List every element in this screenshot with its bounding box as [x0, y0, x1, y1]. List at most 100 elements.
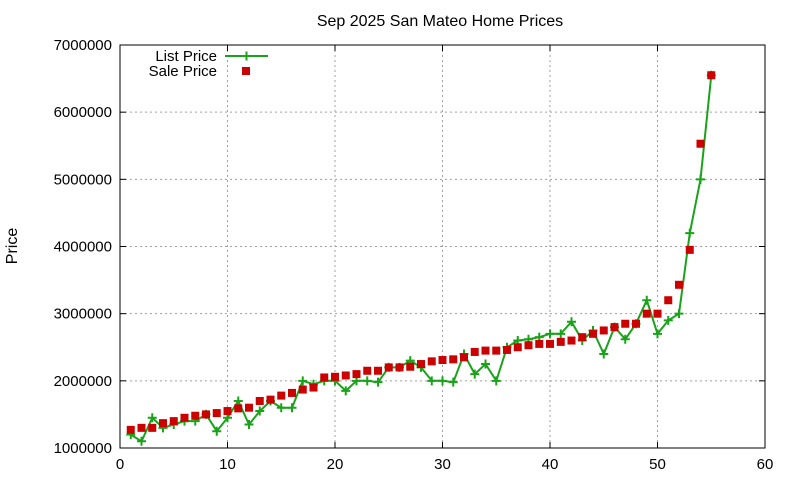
sale-price-point: [406, 362, 415, 371]
sale-price-point: [341, 371, 350, 380]
y-tick-label: 4000000: [54, 239, 112, 256]
list-price-point: [556, 329, 566, 339]
sale-price-point: [288, 388, 296, 397]
sale-price-point: [384, 363, 393, 372]
sale-price-point: [556, 337, 565, 346]
sale-price-point: [352, 370, 361, 379]
y-tick-label: 7000000: [54, 37, 112, 54]
list-price-point: [545, 329, 555, 339]
sale-price-point: [460, 353, 468, 362]
list-price-point: [567, 317, 576, 327]
x-tick-label: 40: [542, 456, 559, 473]
list-price-point: [642, 295, 652, 305]
y-tick-label: 3000000: [54, 306, 112, 323]
sale-price-point: [632, 319, 640, 328]
sale-price-point: [546, 339, 554, 348]
y-tick-label: 6000000: [54, 104, 112, 121]
sale-price-point: [589, 329, 597, 338]
list-price-point: [233, 396, 243, 406]
sale-price-point: [374, 366, 382, 375]
series-sale-price: [126, 71, 716, 434]
sale-price-point: [148, 423, 157, 432]
list-price-point: [276, 403, 286, 413]
sale-price-point: [503, 345, 511, 354]
sale-price-point: [320, 373, 329, 382]
sale-price-point: [685, 245, 694, 254]
legend-label-list-price: List Price: [155, 48, 217, 65]
x-tick-label: 0: [116, 456, 124, 473]
sale-price-point: [653, 309, 662, 318]
sale-price-point: [363, 366, 372, 375]
legend-marker-sale-price: [242, 67, 250, 75]
sale-price-point: [567, 336, 576, 345]
sale-price-point: [513, 343, 522, 352]
sale-price-point: [524, 341, 533, 350]
y-axis: 1000000 2000000 3000000 4000000 5000000 60000…: [54, 37, 765, 457]
sale-price-point: [470, 347, 479, 356]
sale-price-point: [642, 309, 651, 318]
sale-price-point: [159, 419, 167, 428]
sale-price-point: [223, 407, 232, 416]
sale-price-point: [417, 360, 425, 369]
x-tick-label: 60: [757, 456, 774, 473]
sale-price-point: [707, 71, 716, 80]
y-tick-label: 5000000: [54, 171, 112, 188]
sale-price-point: [599, 326, 608, 335]
list-price-point: [362, 376, 372, 386]
list-price-point: [147, 413, 157, 423]
legend-marker-list-price: [242, 51, 251, 61]
list-price-point: [599, 349, 609, 359]
list-price-point: [438, 376, 447, 386]
list-price-point: [298, 376, 308, 386]
list-price-point: [620, 334, 630, 344]
sale-price-point: [180, 413, 189, 422]
list-price-point: [674, 309, 684, 319]
list-price-point: [470, 369, 480, 379]
list-price-point: [244, 419, 254, 429]
sale-price-point: [309, 383, 318, 392]
sale-price-point: [492, 346, 501, 355]
x-tick-label: 30: [434, 456, 451, 473]
sale-price-point: [212, 409, 221, 418]
sale-price-point: [438, 356, 447, 365]
x-tick-label: 20: [327, 456, 344, 473]
sale-price-point: [255, 396, 264, 405]
sale-price-point: [395, 363, 404, 372]
y-tick-label: 2000000: [54, 373, 112, 390]
sale-price-point: [266, 395, 275, 404]
legend-label-sale-price: Sale Price: [149, 63, 217, 80]
sale-price-point: [298, 385, 307, 394]
sale-price-point: [578, 333, 587, 342]
x-axis: 0 10 20 30 40 50 60: [116, 45, 774, 473]
list-price-point: [491, 376, 501, 386]
list-price-point: [212, 426, 222, 436]
grid-lines: [120, 45, 765, 448]
y-tick-label: 1000000: [54, 440, 112, 457]
list-price-point: [373, 377, 383, 387]
list-price-point: [696, 174, 705, 184]
sale-price-point: [535, 339, 544, 348]
series-list-price: [126, 70, 716, 446]
sale-price-point: [191, 411, 200, 420]
sale-price-point: [610, 323, 619, 332]
sale-price-point: [277, 391, 286, 400]
sale-price-point: [621, 319, 630, 328]
list-price-line: [130, 75, 713, 443]
x-tick-label: 50: [649, 456, 666, 473]
sale-price-point: [696, 139, 705, 148]
sale-price-point: [427, 357, 436, 366]
sale-price-point: [137, 423, 146, 432]
sale-price-point: [245, 403, 253, 412]
list-price-point: [287, 403, 297, 413]
sale-price-point: [481, 346, 490, 355]
list-price-point: [653, 329, 662, 339]
legend: List Price Sale Price: [149, 48, 268, 80]
sale-price-point: [126, 425, 135, 434]
list-price-point: [255, 406, 265, 416]
list-price-point: [341, 386, 351, 396]
sale-price-point: [675, 280, 683, 289]
sale-price-point: [202, 410, 210, 419]
chart-title: Sep 2025 San Mateo Home Prices: [317, 13, 563, 30]
list-price-point: [685, 228, 695, 238]
